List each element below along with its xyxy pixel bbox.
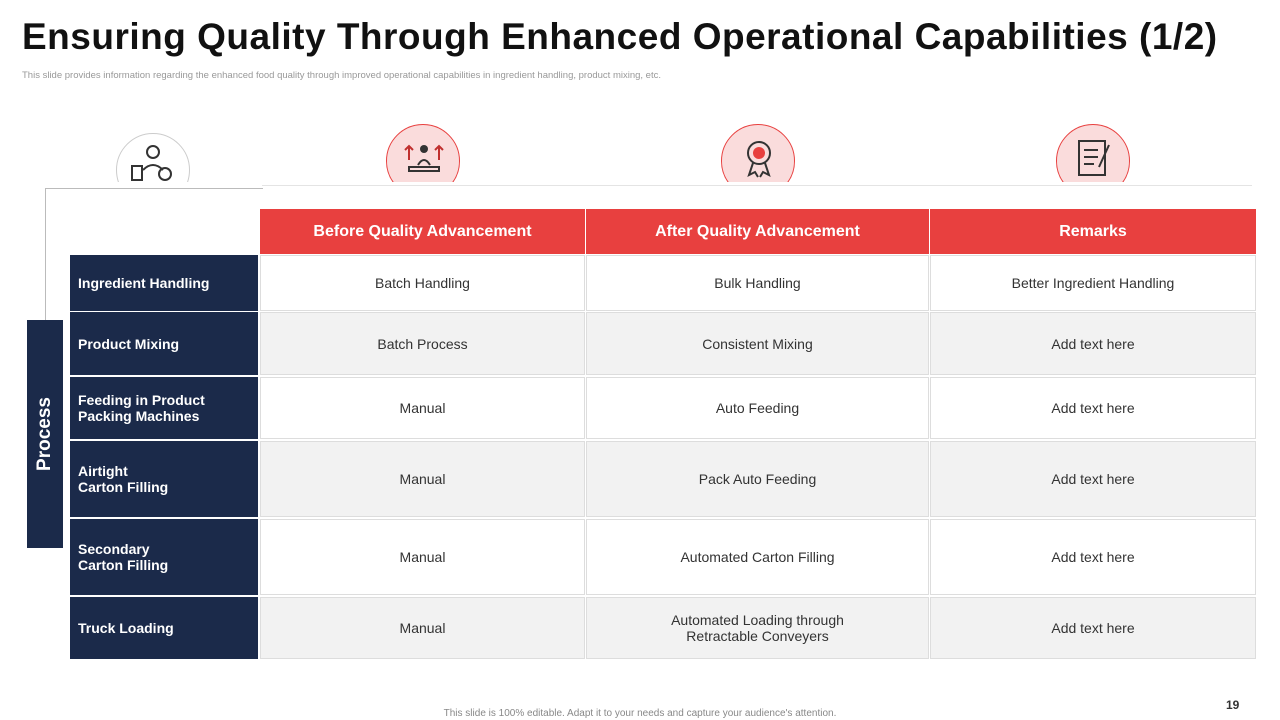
row-label: Truck Loading	[70, 597, 258, 659]
subtitle: This slide provides information regardin…	[22, 70, 661, 81]
table-cell: Batch Process	[260, 312, 585, 375]
connector-line	[45, 188, 46, 320]
row-label: Secondary Carton Filling	[70, 519, 258, 595]
page-number: 19	[1226, 698, 1240, 712]
footer-note: This slide is 100% editable. Adapt it to…	[443, 708, 837, 719]
table-cell: Add text here	[930, 597, 1256, 659]
row-label: Product Mixing	[70, 312, 258, 375]
table-cell: Manual	[260, 377, 585, 439]
side-box: Process	[27, 320, 63, 548]
row-label: Airtight Carton Filling	[70, 441, 258, 517]
table-cell: Add text here	[930, 441, 1256, 517]
table-cell: Manual	[260, 519, 585, 595]
table-cell: Auto Feeding	[586, 377, 929, 439]
table-cell: Better Ingredient Handling	[930, 255, 1256, 311]
table-cell: Add text here	[930, 312, 1256, 375]
icon-glyph	[1078, 140, 1110, 176]
column-header: Remarks	[930, 209, 1256, 254]
side-label: Process	[34, 397, 56, 471]
icon-row	[0, 110, 1280, 182]
icon	[386, 124, 460, 182]
row-label: Feeding in Product Packing Machines	[70, 377, 258, 439]
table-cell: Automated Loading through Retractable Co…	[586, 597, 929, 659]
table-cell: Batch Handling	[260, 255, 585, 311]
title: Ensuring Quality Through Enhanced Operat…	[22, 16, 1218, 57]
divider	[262, 185, 1252, 186]
table-cell: Consistent Mixing	[586, 312, 929, 375]
table-cell: Add text here	[930, 377, 1256, 439]
icon-glyph	[131, 145, 172, 181]
connector-line	[45, 188, 263, 189]
row-label: Ingredient Handling	[70, 255, 258, 311]
table-cell: Add text here	[930, 519, 1256, 595]
icon	[721, 124, 795, 182]
icon-glyph	[404, 144, 444, 172]
column-header: After Quality Advancement	[586, 209, 929, 254]
column-header: Before Quality Advancement	[260, 209, 585, 254]
table-cell: Manual	[260, 441, 585, 517]
icon-glyph	[747, 141, 771, 178]
icon	[116, 133, 190, 182]
icon	[1056, 124, 1130, 182]
table-cell: Bulk Handling	[586, 255, 929, 311]
table-cell: Automated Carton Filling	[586, 519, 929, 595]
table-cell: Pack Auto Feeding	[586, 441, 929, 517]
table-cell: Manual	[260, 597, 585, 659]
